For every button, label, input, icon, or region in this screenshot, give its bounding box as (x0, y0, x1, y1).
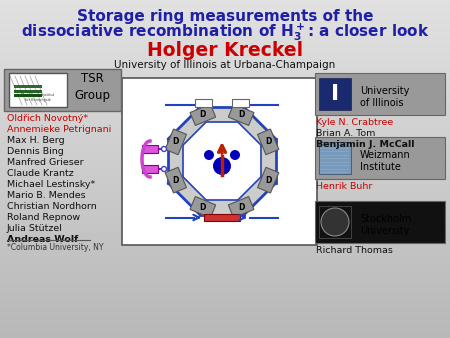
Polygon shape (183, 122, 261, 200)
Polygon shape (168, 107, 275, 215)
FancyBboxPatch shape (204, 214, 240, 221)
Polygon shape (257, 129, 279, 155)
Text: University of Illinois at Urbana-Champaign: University of Illinois at Urbana-Champai… (114, 60, 336, 70)
Text: Andreas Wolf: Andreas Wolf (7, 235, 78, 244)
FancyBboxPatch shape (122, 78, 317, 245)
Text: D: D (200, 203, 206, 212)
Text: Max H. Berg: Max H. Berg (7, 136, 65, 145)
FancyBboxPatch shape (14, 90, 42, 93)
Text: D: D (173, 137, 179, 146)
Polygon shape (165, 167, 186, 193)
Text: Roland Repnow: Roland Repnow (7, 213, 80, 222)
Text: dissociative recombination of $\mathregular{H_3^+}$: a closer look: dissociative recombination of $\mathregu… (21, 21, 429, 43)
Polygon shape (257, 167, 279, 193)
Text: Richard Thomas: Richard Thomas (316, 246, 393, 255)
Text: Michael Lestinsky*: Michael Lestinsky* (7, 180, 95, 189)
FancyBboxPatch shape (232, 99, 249, 107)
Text: Oldřich Novotný*: Oldřich Novotný* (7, 114, 88, 123)
FancyBboxPatch shape (315, 73, 445, 115)
Text: D: D (173, 176, 179, 185)
Text: Holger Kreckel: Holger Kreckel (147, 41, 303, 59)
Text: I: I (331, 84, 339, 104)
Text: Max-Planck-Institut
für Kernphysik: Max-Planck-Institut für Kernphysik (21, 93, 55, 102)
Text: Christian Nordhorn: Christian Nordhorn (7, 202, 97, 211)
Text: Kyle N. Crabtree: Kyle N. Crabtree (316, 118, 393, 127)
FancyBboxPatch shape (319, 78, 351, 110)
Polygon shape (190, 196, 216, 218)
FancyBboxPatch shape (319, 206, 351, 238)
Circle shape (162, 146, 166, 151)
Text: Mario B. Mendes: Mario B. Mendes (7, 191, 86, 200)
Text: Julia Stützel: Julia Stützel (7, 224, 63, 233)
Text: University
of Illinois: University of Illinois (360, 86, 410, 107)
FancyBboxPatch shape (4, 69, 121, 111)
Text: Henrik Buhr: Henrik Buhr (316, 182, 373, 191)
Text: Benjamin J. McCall: Benjamin J. McCall (316, 140, 414, 149)
FancyBboxPatch shape (315, 201, 445, 243)
Polygon shape (190, 104, 216, 125)
FancyBboxPatch shape (14, 94, 42, 97)
Text: Claude Krantz: Claude Krantz (7, 169, 74, 178)
Text: D: D (238, 203, 244, 212)
Polygon shape (228, 196, 254, 218)
Text: D: D (265, 176, 271, 185)
Circle shape (321, 208, 349, 236)
Text: *Columbia University, NY: *Columbia University, NY (7, 243, 104, 252)
Circle shape (230, 150, 240, 160)
FancyBboxPatch shape (9, 73, 67, 107)
FancyBboxPatch shape (142, 145, 158, 153)
Polygon shape (165, 129, 186, 155)
FancyBboxPatch shape (319, 142, 351, 174)
Polygon shape (228, 104, 254, 125)
Text: D: D (238, 110, 244, 119)
Text: D: D (200, 110, 206, 119)
FancyBboxPatch shape (315, 137, 445, 179)
Circle shape (213, 157, 231, 175)
FancyBboxPatch shape (195, 99, 212, 107)
Circle shape (162, 167, 166, 171)
Text: TSR
Group: TSR Group (74, 72, 110, 101)
Text: D: D (265, 137, 271, 146)
FancyBboxPatch shape (14, 85, 42, 88)
Text: Dennis Bing: Dennis Bing (7, 147, 64, 156)
Text: Brian A. Tom: Brian A. Tom (316, 129, 375, 138)
Text: Annemieke Petrignani: Annemieke Petrignani (7, 125, 111, 134)
FancyBboxPatch shape (142, 165, 158, 173)
Text: Weizmann
Institute: Weizmann Institute (360, 150, 411, 172)
Text: Stockholm
University: Stockholm University (360, 214, 411, 236)
Text: Manfred Grieser: Manfred Grieser (7, 158, 84, 167)
Circle shape (204, 150, 214, 160)
Text: Storage ring measurements of the: Storage ring measurements of the (77, 8, 373, 24)
